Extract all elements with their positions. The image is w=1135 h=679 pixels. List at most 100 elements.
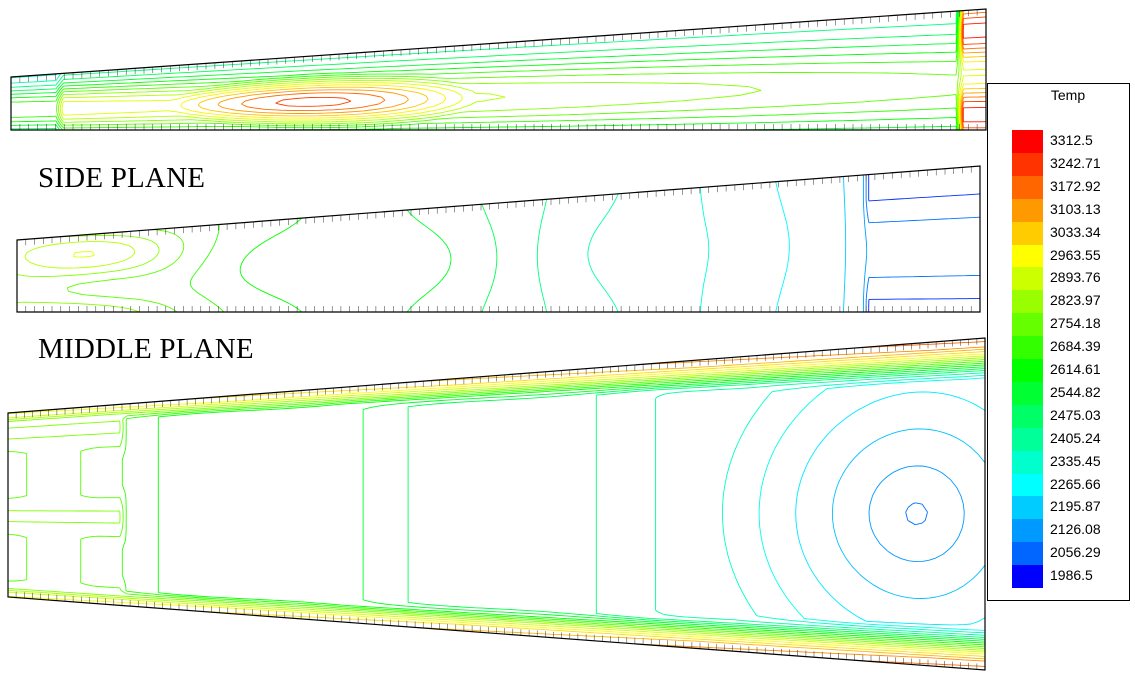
isotherm (635, 346, 985, 662)
legend-swatch (1012, 427, 1043, 452)
isotherm (11, 73, 62, 84)
side-plane-label: SIDE PLANE (38, 162, 206, 194)
domain-outline (10, 8, 987, 131)
legend-value: 2335.45 (1050, 452, 1101, 469)
isotherm (775, 181, 790, 312)
isotherm (11, 10, 959, 130)
legend-swatch (1012, 496, 1043, 520)
isotherm (868, 465, 965, 563)
wall-ticks (15, 338, 978, 670)
legend-value: 2475.03 (1050, 406, 1101, 423)
isotherm (217, 10, 986, 130)
middle-plane-contours (7, 337, 986, 671)
isotherm (868, 174, 980, 312)
isotherm (8, 357, 985, 651)
legend-title: Temp (1050, 87, 1086, 103)
isotherm (59, 10, 962, 130)
isotherm (121, 362, 985, 646)
legend-value: 2195.87 (1050, 498, 1101, 515)
isotherm (8, 358, 985, 650)
isotherm (8, 360, 985, 648)
domain-outline (7, 337, 986, 671)
domain-outline (16, 165, 981, 313)
legend-swatch (1012, 473, 1043, 497)
isotherm (8, 355, 985, 653)
legend-value: 3033.34 (1050, 223, 1101, 240)
isotherm (239, 217, 303, 312)
isotherm (905, 502, 928, 526)
isotherm (11, 11, 957, 88)
isotherm (11, 10, 960, 130)
legend-swatch (1012, 290, 1043, 314)
isotherm (57, 10, 961, 130)
isotherm (362, 366, 985, 642)
legend-value: 2963.55 (1050, 246, 1101, 263)
legend-value: 2754.18 (1050, 315, 1101, 332)
legend-swatch (1012, 542, 1043, 566)
isotherm (699, 187, 710, 312)
isotherm (17, 234, 160, 312)
isotherm (8, 353, 985, 655)
legend-swatch (1012, 198, 1043, 223)
legend-swatch (1012, 450, 1043, 474)
legend-value: 3242.71 (1050, 154, 1101, 171)
legend-value: 2544.82 (1050, 383, 1101, 400)
legend-value: 2056.29 (1050, 544, 1101, 561)
legend-value: 3103.13 (1050, 200, 1101, 217)
isotherm (11, 73, 57, 79)
legend-value: 3172.92 (1050, 177, 1101, 194)
legend-value: 2405.24 (1050, 429, 1101, 446)
legend-value: 2614.61 (1050, 361, 1101, 377)
top-plane-contours (10, 8, 987, 131)
legend-swatch (1012, 336, 1043, 360)
isotherm (843, 176, 847, 312)
isotherm (11, 10, 958, 130)
legend-swatch (1012, 519, 1043, 543)
isotherm (536, 199, 548, 312)
side-plane-contours (16, 165, 981, 313)
isotherm (831, 428, 985, 599)
isotherm (406, 209, 452, 312)
isotherm (11, 10, 959, 130)
isotherm (758, 377, 985, 631)
isotherm (862, 175, 868, 312)
isotherm (721, 374, 985, 634)
middle-plane-label: MIDDLE PLANE (38, 333, 254, 365)
isotherm (189, 224, 225, 312)
legend-swatch (1012, 381, 1043, 406)
isotherm (192, 351, 985, 657)
legend-value: 2684.39 (1050, 338, 1101, 355)
legend-value: 2823.97 (1050, 292, 1101, 309)
legend-swatch (1012, 565, 1043, 589)
legend-swatch (1012, 152, 1043, 177)
isotherm (24, 241, 136, 269)
legend-swatch (1012, 221, 1043, 245)
legend-swatch (1012, 313, 1043, 337)
isotherm (61, 10, 986, 130)
legend-swatch (1012, 404, 1043, 429)
wall-ticks (25, 166, 972, 312)
isotherm (275, 16, 986, 129)
isotherm (197, 10, 986, 130)
isotherm (407, 368, 985, 640)
legend-value: 3312.5 (1050, 132, 1093, 148)
isotherm (795, 391, 985, 626)
isotherm (157, 364, 985, 644)
legend-swatch (1012, 244, 1043, 268)
isotherm (587, 193, 619, 312)
isotherm (962, 22, 986, 123)
legend-value: 2893.76 (1050, 269, 1101, 286)
legend-swatch (1012, 359, 1043, 383)
legend-swatch (1012, 267, 1043, 291)
isotherm (595, 370, 985, 638)
isotherm (56, 10, 961, 130)
temperature-legend (987, 83, 1130, 601)
legend-value: 1986.5 (1050, 567, 1093, 584)
legend-swatch (1012, 175, 1043, 200)
legend-value: 2265.66 (1050, 475, 1101, 492)
wall-ticks (19, 9, 978, 130)
legend-value: 2126.08 (1050, 521, 1101, 538)
isotherm (481, 204, 498, 312)
